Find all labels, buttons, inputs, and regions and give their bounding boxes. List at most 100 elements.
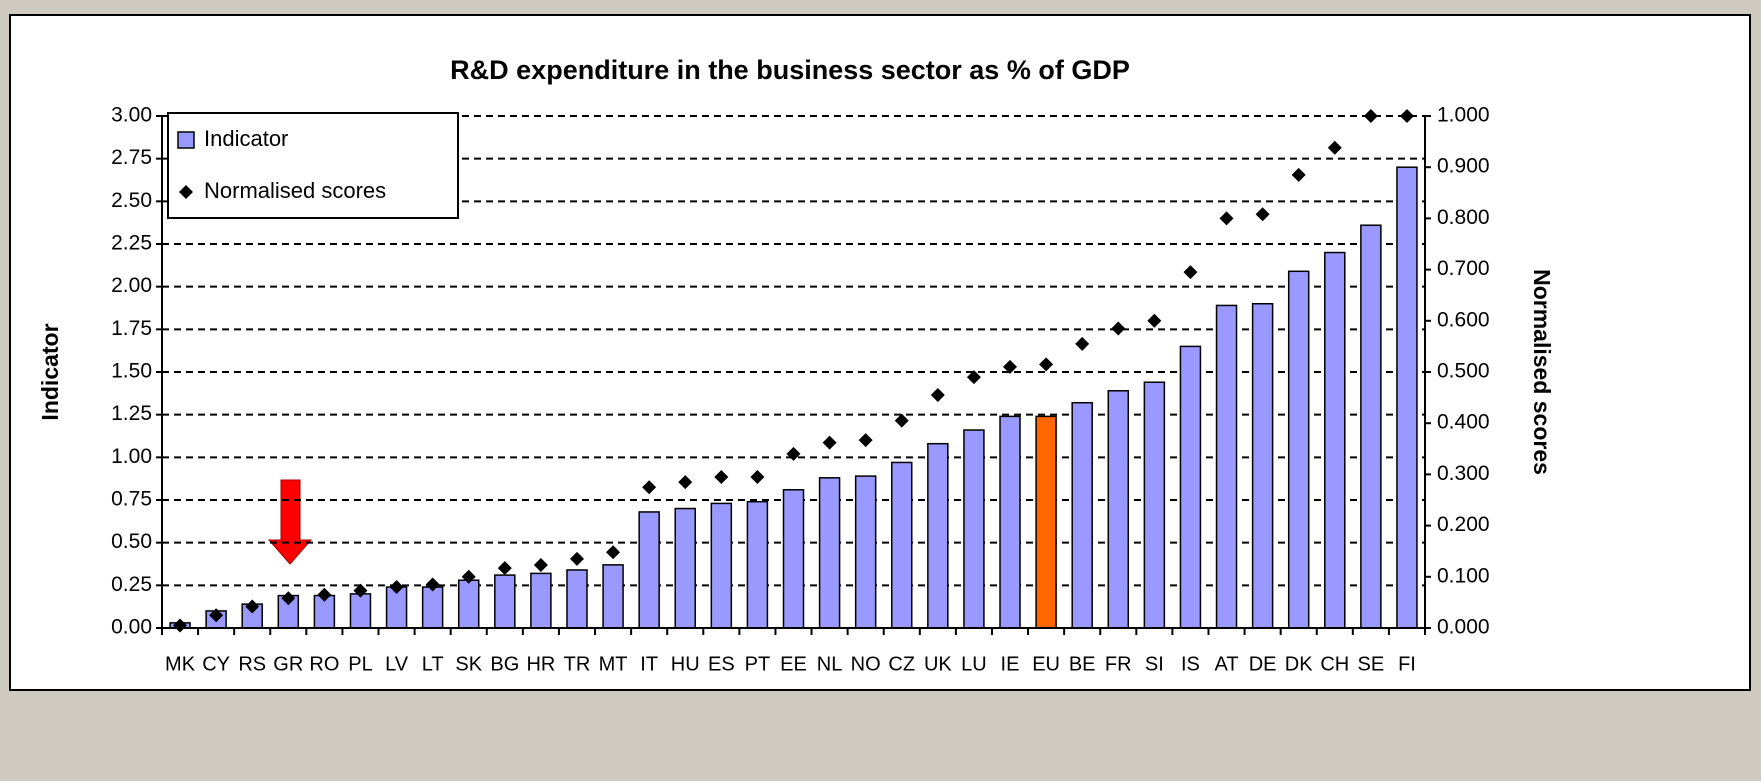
y-tick-label: 3.00: [111, 104, 152, 127]
x-tick-label: AT: [1214, 653, 1238, 675]
marker: [281, 591, 296, 606]
y2-tick-label: 1.000: [1437, 104, 1490, 127]
y-tick-label: 2.25: [111, 232, 152, 255]
x-tick-label: SE: [1358, 653, 1385, 675]
marker: [966, 370, 981, 385]
marker: [1399, 109, 1414, 123]
marker: [1291, 167, 1306, 182]
marker: [786, 446, 801, 461]
chart-title: R&D expenditure in the business sector a…: [450, 55, 1130, 85]
marker: [1075, 336, 1090, 351]
marker: [1363, 109, 1378, 123]
x-tick-label: HU: [671, 653, 700, 675]
y-tick-label: 1.25: [111, 402, 152, 425]
y2-axis-title: Normalised scores: [1529, 269, 1555, 475]
x-tick-label: SI: [1145, 653, 1164, 675]
marker: [714, 469, 729, 484]
y-tick-label: 2.50: [111, 189, 152, 212]
legend-swatch: [179, 185, 193, 199]
legend-swatch: [177, 131, 195, 149]
marker: [1327, 140, 1342, 155]
marker: [822, 435, 837, 450]
marker: [1003, 359, 1018, 374]
x-tick-label: LU: [961, 653, 987, 675]
y-tick-label: 0.50: [111, 530, 152, 553]
marker: [678, 475, 693, 490]
x-tick-label: NL: [817, 653, 843, 675]
marker: [497, 561, 512, 576]
y2-tick-label: 0.900: [1437, 155, 1490, 178]
y-tick-label: 1.50: [111, 360, 152, 383]
marker: [642, 480, 657, 495]
x-tick-label: LV: [385, 653, 409, 675]
marker: [1039, 357, 1054, 372]
y2-tick-label: 0.400: [1437, 411, 1490, 434]
x-tick-label: LT: [422, 653, 444, 675]
y2-tick-label: 0.500: [1437, 360, 1490, 383]
y2-tick-label: 0.300: [1437, 462, 1490, 485]
x-tick-label: EE: [780, 653, 807, 675]
x-tick-label: PL: [348, 653, 372, 675]
marker: [425, 577, 440, 592]
x-tick-label: BG: [490, 653, 519, 675]
bar: [1396, 166, 1418, 629]
x-tick-label: NO: [851, 653, 881, 675]
bar: [1287, 270, 1310, 629]
bar: [530, 572, 552, 629]
x-tick-label: PT: [745, 653, 771, 675]
marker: [533, 558, 548, 573]
marker: [245, 599, 260, 614]
marker: [389, 580, 404, 595]
x-tick-label: SK: [455, 653, 482, 675]
x-tick-label: FI: [1398, 653, 1416, 675]
bar: [999, 415, 1021, 629]
bar: [674, 507, 696, 629]
legend-label: Indicator: [204, 126, 288, 151]
marker: [606, 545, 621, 560]
bar: [421, 586, 444, 629]
y-tick-label: 2.75: [111, 146, 152, 169]
y-tick-label: 1.75: [111, 317, 152, 340]
bar: [1179, 345, 1202, 629]
x-tick-label: DE: [1249, 653, 1277, 675]
y2-tick-label: 0.200: [1437, 513, 1490, 536]
bar: [1215, 304, 1238, 629]
marker: [1219, 211, 1234, 226]
x-tick-label: FR: [1105, 653, 1132, 675]
bar: [602, 564, 624, 629]
marker: [569, 551, 584, 566]
bar: [457, 579, 480, 629]
y2-tick-label: 0.800: [1437, 206, 1490, 229]
marker: [1147, 313, 1162, 328]
bar: [494, 574, 516, 629]
bar: [1143, 381, 1166, 629]
marker: [317, 587, 332, 602]
y2-tick-label: 0.100: [1437, 564, 1490, 587]
marker: [858, 433, 873, 448]
bar: [782, 489, 805, 629]
x-tick-label: CZ: [888, 653, 915, 675]
marker: [1255, 207, 1270, 222]
bar: [1071, 401, 1093, 629]
marker: [1111, 321, 1126, 336]
bar: [1107, 390, 1130, 629]
y-tick-label: 0.25: [111, 573, 152, 596]
bar: [1251, 302, 1274, 629]
bar: [349, 593, 372, 629]
x-tick-label: CH: [1320, 653, 1349, 675]
x-tick-label: UK: [924, 653, 952, 675]
x-tick-label: IE: [1001, 653, 1020, 675]
y-axis-title: Indicator: [37, 323, 63, 420]
marker: [461, 569, 476, 584]
legend-label: Normalised scores: [204, 178, 386, 203]
x-tick-label: ES: [708, 653, 735, 675]
bar: [1324, 251, 1346, 629]
marker: [209, 608, 224, 623]
marker: [1183, 265, 1198, 280]
marker: [353, 583, 368, 598]
bar: [1360, 224, 1382, 629]
bar: [710, 502, 733, 629]
bar: [963, 429, 985, 629]
